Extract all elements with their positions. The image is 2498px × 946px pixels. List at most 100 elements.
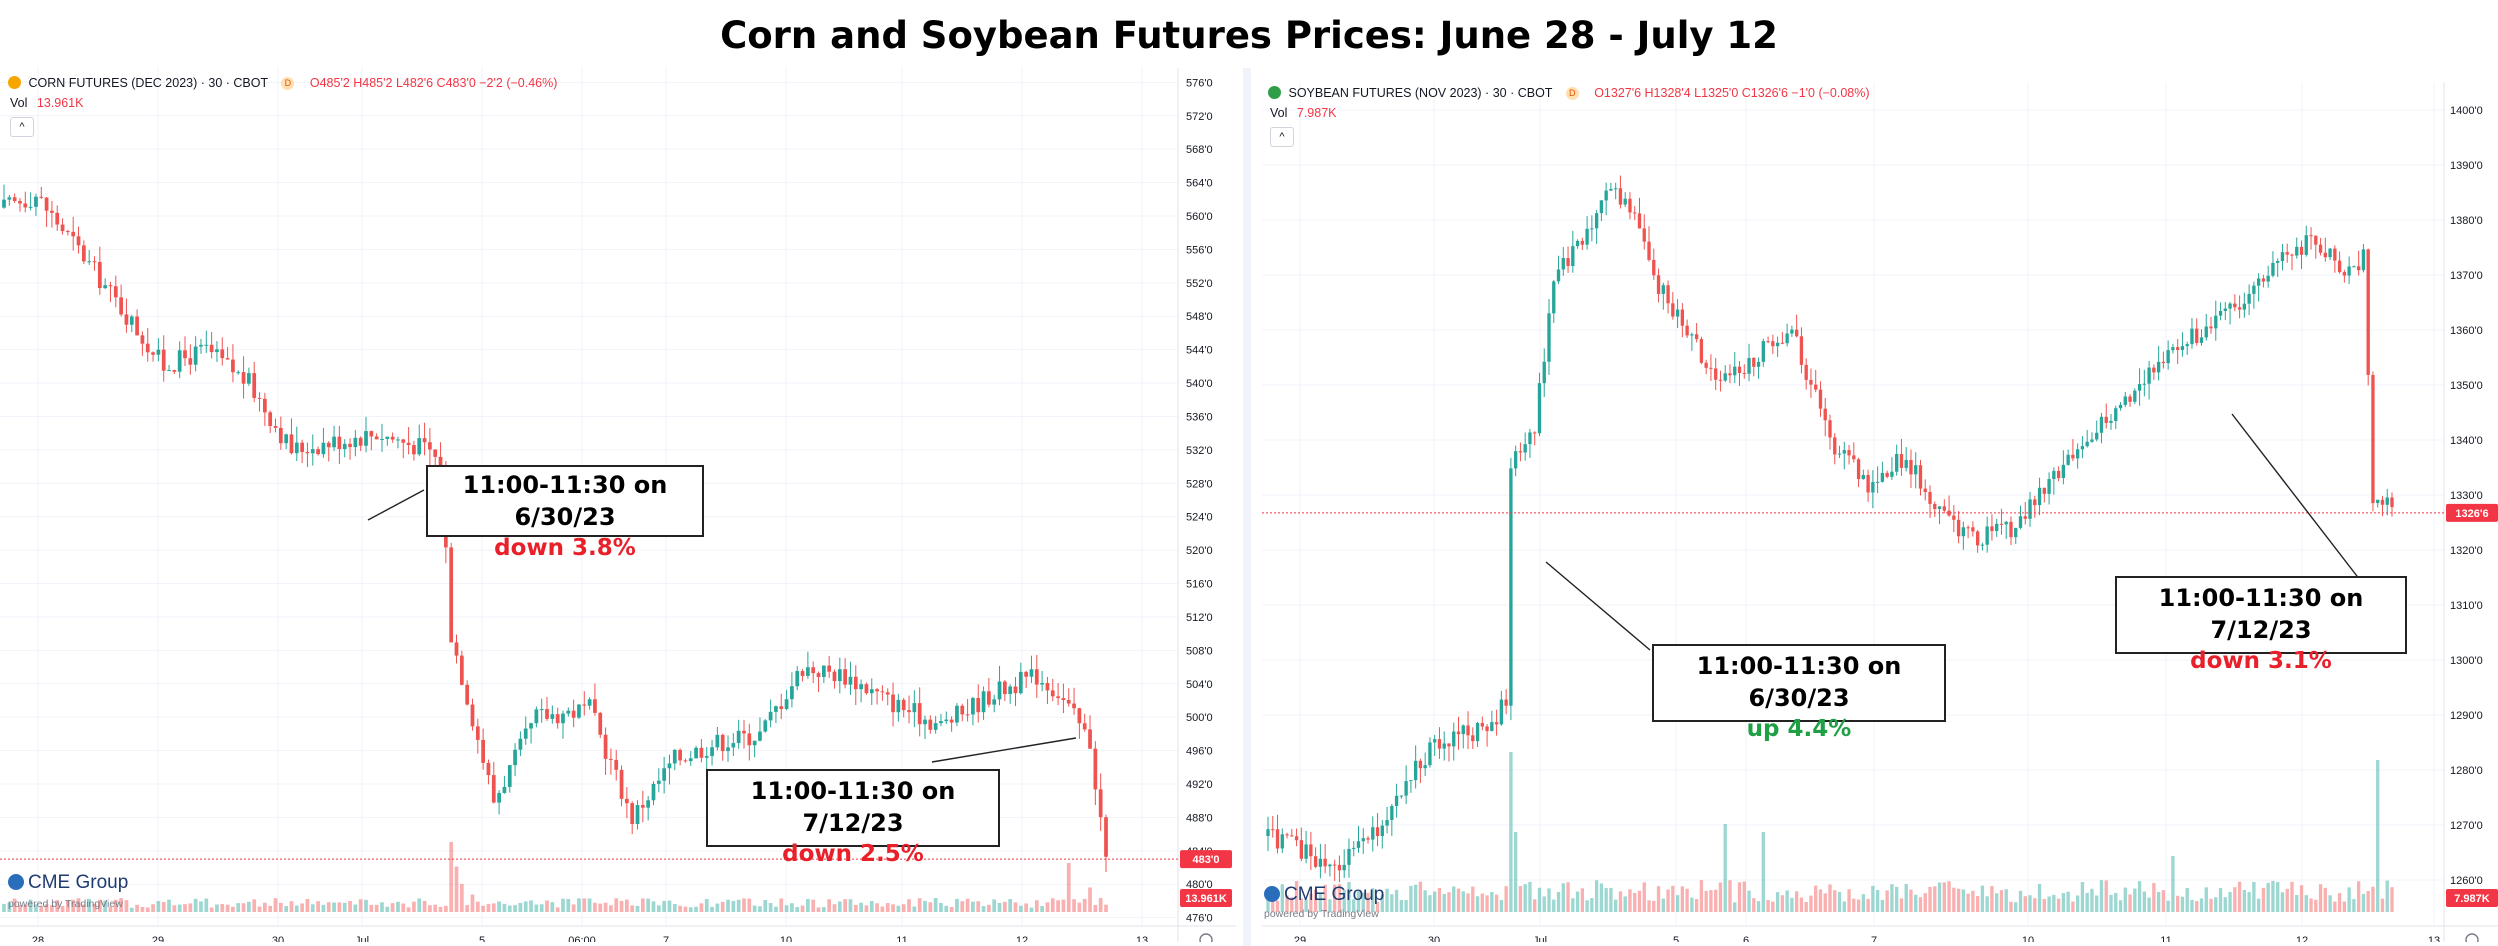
corn-candle (752, 740, 757, 758)
corn-candle (486, 759, 491, 785)
soybean-candle (1456, 716, 1461, 750)
corn-candle (577, 703, 581, 720)
corn-candle (454, 634, 459, 664)
corn-candle-body (1018, 671, 1023, 694)
corn-candle-body (992, 699, 997, 705)
soybean-candle-body (1737, 366, 1742, 374)
soybean-candle (2323, 237, 2327, 262)
corn-volume-bar (129, 907, 134, 912)
corn-volume-bar (2, 903, 6, 912)
corn-volume-bar (587, 898, 592, 912)
corn-volume-bar (183, 904, 187, 912)
soybean-chart-panel[interactable]: 1260'0 1270'0 1280'0 1290'0 1300'0 1310'0 1320… (1262, 82, 2498, 942)
soybean-candle (1742, 364, 1746, 379)
corn-candle-body (646, 800, 651, 808)
soybean-volume-bar (1666, 889, 1670, 912)
soybean-volume-legend: Vol 7.987K (1270, 106, 1337, 120)
corn-x-tick-label: 11 (896, 935, 907, 942)
soybean-candle-body (1971, 527, 1975, 532)
soybean-vol-badge-label: 7.987K (2454, 893, 2490, 905)
soybean-volume-bar (2023, 896, 2027, 912)
soybean-candle-body (1661, 285, 1665, 294)
soybean-volume-bar (2228, 891, 2232, 912)
corn-candle-body (1008, 686, 1013, 695)
corn-candle (129, 314, 134, 333)
soybean-candle-body (1671, 303, 1675, 317)
soybean-volume-bar (2209, 898, 2213, 912)
corn-volume-bar (401, 903, 406, 912)
soybean-candle (1585, 216, 1589, 250)
soybean-candle-body (1790, 329, 1794, 334)
corn-candle-body (369, 431, 374, 437)
soybean-candle-body (1547, 313, 1551, 362)
soybean-candle (2075, 443, 2080, 469)
corn-candle (220, 337, 225, 366)
corn-candle (1098, 773, 1103, 831)
corn-x-tick-label: 5 (479, 935, 485, 942)
soybean-candle-body (1699, 339, 1704, 363)
corn-interval-badge[interactable]: D (281, 77, 295, 90)
soybean-candle (1594, 209, 1599, 244)
soybean-volume-bar (2018, 890, 2023, 912)
soybean-volume-bar (2080, 882, 2085, 912)
soybean-volume-bar (2118, 900, 2123, 912)
soybean-candle-body (1585, 228, 1589, 245)
corn-annotation-1-change: down 3.8% (494, 535, 636, 561)
corn-volume-bar (87, 898, 92, 912)
corn-volume-bar (630, 905, 635, 912)
soybean-volume-bar (1847, 889, 1851, 912)
soybean-candle-body (1814, 384, 1818, 390)
soybean-candle-body (1885, 472, 1889, 477)
soybean-candle-body (1904, 460, 1908, 468)
corn-candle-body (625, 798, 629, 804)
corn-volume-bar (1040, 906, 1044, 912)
soybean-interval-badge[interactable]: D (1565, 87, 1579, 100)
corn-volume-bar (662, 900, 666, 912)
soybean-candle-body (1509, 468, 1513, 706)
soybean-candle-body (1552, 281, 1556, 314)
soybean-volume-bar (1875, 889, 1880, 912)
soybean-annotation-2-change: down 3.1% (2190, 648, 2332, 674)
soybean-candle (1566, 246, 1570, 273)
corn-candle-body (619, 769, 624, 799)
corn-volume-bar (507, 905, 512, 912)
soybean-annotation-1-time: 11:00-11:30 on 6/30/23 (1696, 652, 1902, 712)
corn-chart-panel[interactable]: 476'0480'0484'0488'0492'0496'0500'0504'0… (0, 68, 1236, 942)
soybean-candle (2171, 343, 2175, 354)
corn-candle-body (699, 747, 704, 758)
soybean-collapse-legend-button[interactable]: ^ (1270, 127, 1294, 147)
soybean-volume-bar (1375, 901, 1380, 912)
corn-candle (337, 425, 342, 464)
corn-volume-bar (1050, 898, 1055, 912)
corn-candle-body (1024, 671, 1029, 677)
soybean-chart-svg[interactable]: 1260'0 1270'0 1280'0 1290'0 1300'0 1310'0 1320… (1262, 82, 2498, 942)
soybean-candle (1299, 827, 1304, 862)
soybean-candle (1428, 737, 1432, 768)
corn-candle (630, 801, 635, 835)
soybean-volume-bar (1299, 898, 1304, 912)
corn-collapse-legend-button[interactable]: ^ (10, 117, 34, 137)
soybean-candle-body (1309, 844, 1313, 857)
soybean-candle-body (1594, 213, 1599, 229)
soybean-candle-body (1652, 259, 1656, 276)
soybean-candle-body (2385, 497, 2389, 505)
corn-annotation-leader-1 (367, 489, 425, 521)
soybean-gear-icon[interactable] (2465, 933, 2479, 942)
corn-candle-body (225, 358, 230, 360)
soybean-candle (1371, 816, 1375, 852)
corn-volume-bar (332, 902, 336, 912)
soybean-candle (1528, 428, 1532, 458)
soybean-candle-body (2009, 521, 2013, 538)
soybean-y-tick-label: 1320'0 (2450, 545, 2483, 557)
soybean-candle (1947, 495, 1951, 517)
soybean-volume-bar (1890, 884, 1894, 912)
soybean-candle (2052, 467, 2056, 495)
corn-volume-bar (1077, 902, 1082, 912)
soybean-candle (2295, 237, 2299, 259)
corn-x-tick-label: 7 (663, 935, 669, 942)
soybean-candle-body (2299, 246, 2304, 255)
soybean-candle-body (1942, 506, 1946, 511)
corn-gear-icon[interactable] (1199, 933, 1213, 942)
corn-candle (422, 422, 427, 456)
soybean-x-tick-label: 7 (1871, 935, 1877, 942)
